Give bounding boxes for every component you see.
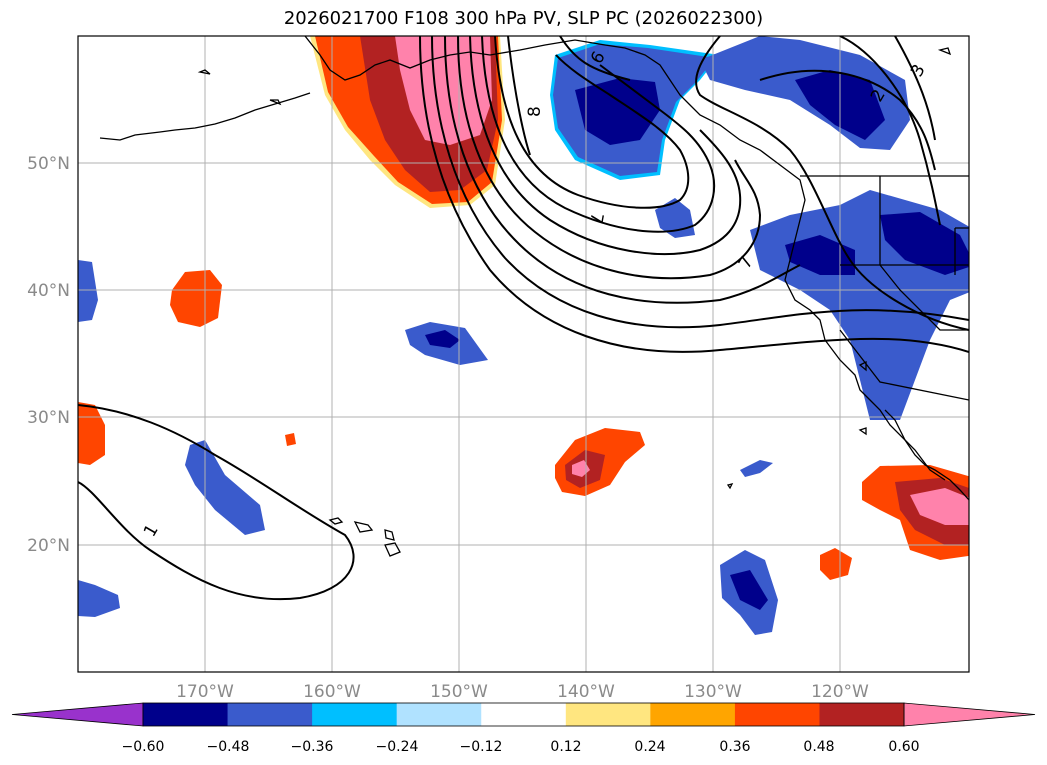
slp-contour-line — [469, 36, 742, 255]
contour-label: 7 — [585, 211, 607, 225]
pv-shading — [78, 36, 969, 635]
state-borders — [839, 176, 969, 401]
coastlines — [99, 36, 969, 557]
pv-positive-region — [820, 548, 852, 580]
lon-label: 170°W — [176, 682, 234, 702]
hawaii-islands — [328, 517, 401, 557]
slp-contour-line — [695, 36, 969, 331]
colorbar-segment — [227, 703, 313, 726]
colorbar-segment — [734, 703, 820, 726]
lat-label: 40°N — [27, 281, 70, 301]
slp-contour-line — [419, 36, 969, 353]
slp-contour-line — [431, 36, 969, 329]
lat-label: 50°N — [27, 154, 70, 174]
pv-negative-region — [785, 235, 855, 275]
slp-contour-line — [457, 36, 762, 280]
colorbar-tick-label: 0.48 — [803, 739, 834, 755]
colorbar-segment — [396, 703, 482, 726]
lon-label: 140°W — [557, 682, 615, 702]
colorbar-tick-labels: −0.60 −0.48 −0.36 −0.24 −0.12 0.12 0.24 … — [122, 739, 920, 755]
colorbar-tick-label: 0.60 — [888, 739, 919, 755]
colorbar-tick-label: 0.12 — [550, 739, 581, 755]
slp-contour-line — [494, 36, 690, 209]
slp-contour-line — [78, 404, 355, 601]
pv-negative-region — [78, 580, 120, 617]
colorbar-segment — [650, 703, 736, 726]
pv-negative-region — [78, 260, 98, 322]
lat-labels: 50°N 40°N 30°N 20°N — [27, 154, 70, 556]
colorbar-segment — [819, 703, 905, 726]
colorbar-frame — [142, 702, 905, 727]
alaska-coast — [304, 36, 969, 501]
slp-contour-line — [839, 36, 941, 226]
pv-positive-region — [910, 488, 969, 525]
island-fragment — [197, 47, 952, 490]
colorbar-tick-label: −0.24 — [376, 739, 419, 755]
pv-positive-region — [78, 402, 105, 465]
pv-positive-region — [285, 433, 296, 446]
pv-negative-region — [740, 460, 773, 477]
contour-label: 8 — [525, 106, 545, 117]
lon-label: 150°W — [430, 682, 488, 702]
lon-label: 160°W — [303, 682, 361, 702]
colorbar-segment — [143, 703, 229, 726]
colorbar-tick-label: 0.36 — [719, 739, 750, 755]
pv-negative-region — [730, 570, 768, 610]
colorbar-segment — [565, 703, 651, 726]
colorbar-tick-label: −0.48 — [207, 739, 250, 755]
colorbar-tick-label: −0.36 — [291, 739, 334, 755]
slp-contour-line — [894, 36, 936, 141]
colorbar-segment — [481, 703, 567, 726]
slp-contour-line — [481, 36, 716, 233]
map-frame — [77, 35, 970, 673]
slp-contour-line — [759, 69, 936, 171]
colorbar — [11, 702, 1036, 727]
colorbar-tick-label: 0.24 — [634, 739, 665, 755]
lon-label: 120°W — [811, 682, 869, 702]
slp-contour-line — [444, 36, 801, 304]
lon-label: 130°W — [684, 682, 742, 702]
pv-negative-region — [425, 330, 460, 348]
colorbar-extend-low — [11, 702, 144, 727]
lon-labels: 170°W 160°W 150°W 140°W 130°W 120°W — [176, 682, 869, 702]
colorbar-segment — [312, 703, 398, 726]
map-title: 2026021700 F108 300 hPa PV, SLP PC (2026… — [283, 8, 764, 29]
colorbar-extend-high — [903, 702, 1036, 727]
lat-label: 30°N — [27, 408, 70, 428]
slp-contour-line — [559, 36, 631, 81]
slp-contours — [78, 36, 969, 601]
lat-label: 20°N — [27, 536, 70, 556]
pv-positive-region — [170, 270, 222, 327]
baja-california — [884, 409, 946, 481]
slp-contour-line — [507, 36, 531, 156]
colorbar-tick-label: −0.60 — [122, 739, 165, 755]
pv-negative-region — [880, 212, 969, 275]
colorbar-tick-label: −0.12 — [460, 739, 503, 755]
